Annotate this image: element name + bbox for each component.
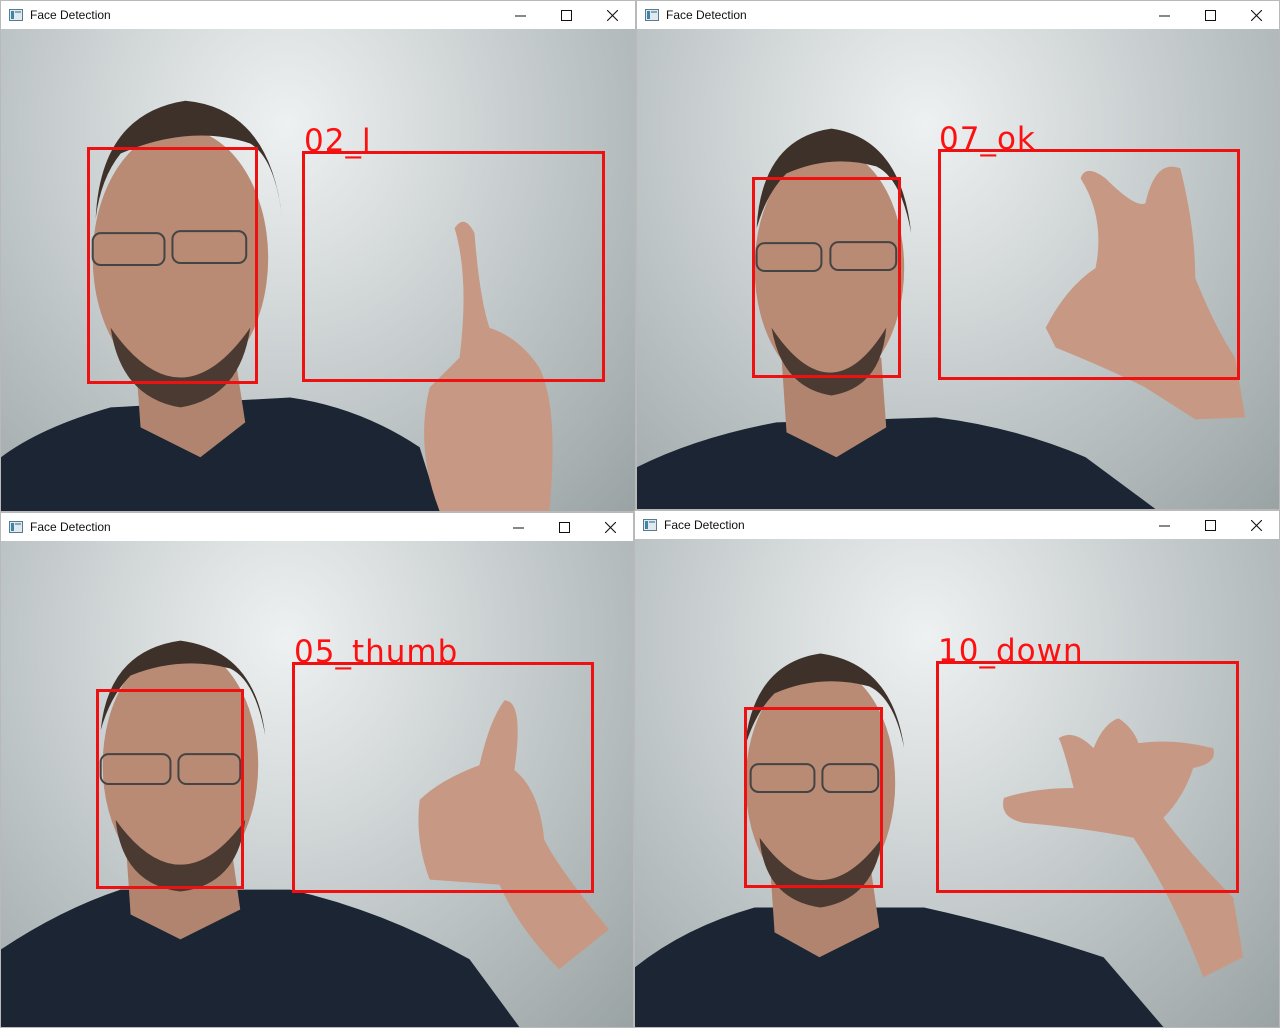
window-title: Face Detection	[30, 520, 111, 534]
maximize-icon	[1204, 9, 1216, 21]
hand-detection-box	[292, 662, 594, 893]
title-bar[interactable]: Face Detection	[637, 1, 1279, 29]
minimize-icon	[1158, 525, 1170, 526]
webcam-frame	[635, 653, 1244, 1027]
minimize-button[interactable]	[495, 513, 541, 541]
minimize-icon	[514, 15, 526, 16]
camera-view: 02_l	[1, 29, 635, 511]
window-title: Face Detection	[666, 8, 747, 22]
app-window-icon	[9, 9, 23, 21]
gesture-label: 07_ok	[939, 121, 1036, 157]
close-icon	[1250, 519, 1262, 531]
webcam-frame	[637, 128, 1246, 509]
maximize-button[interactable]	[541, 513, 587, 541]
app-window-icon	[9, 521, 23, 533]
maximize-icon	[560, 9, 572, 21]
window-title: Face Detection	[30, 8, 111, 22]
close-button[interactable]	[1233, 1, 1279, 29]
window-title: Face Detection	[664, 518, 745, 532]
minimize-button[interactable]	[1141, 1, 1187, 29]
close-button[interactable]	[587, 513, 633, 541]
app-window-icon	[645, 9, 659, 21]
close-button[interactable]	[1233, 511, 1279, 539]
minimize-button[interactable]	[497, 1, 543, 29]
webcam-frame	[1, 640, 610, 1027]
maximize-button[interactable]	[1187, 1, 1233, 29]
gesture-label: 02_l	[304, 123, 372, 159]
face-detection-box	[744, 707, 883, 888]
face-detection-box	[752, 177, 901, 378]
close-icon	[604, 521, 616, 533]
camera-view: 07_ok	[637, 29, 1279, 509]
close-icon	[1250, 9, 1262, 21]
window-3: Face Detection 05_thumb	[0, 512, 634, 1028]
gesture-label: 05_thumb	[294, 634, 459, 670]
hand-detection-box	[938, 149, 1240, 380]
maximize-icon	[1204, 519, 1216, 531]
maximize-button[interactable]	[1187, 511, 1233, 539]
window-4: Face Detection 10_down	[634, 510, 1280, 1028]
title-bar[interactable]: Face Detection	[1, 1, 635, 29]
face-detection-box	[87, 147, 258, 384]
title-bar[interactable]: Face Detection	[1, 513, 633, 541]
minimize-icon	[1158, 15, 1170, 16]
close-icon	[606, 9, 618, 21]
camera-view: 05_thumb	[1, 541, 633, 1027]
gesture-label: 10_down	[938, 633, 1084, 669]
window-2: Face Detection 07_ok	[636, 0, 1280, 510]
title-bar[interactable]: Face Detection	[635, 511, 1279, 539]
app-window-icon	[643, 519, 657, 531]
close-button[interactable]	[589, 1, 635, 29]
camera-view: 10_down	[635, 539, 1279, 1027]
hand-detection-box	[302, 151, 605, 382]
maximize-icon	[558, 521, 570, 533]
window-1: Face Detection 02_l	[0, 0, 636, 512]
face-detection-box	[96, 689, 244, 889]
maximize-button[interactable]	[543, 1, 589, 29]
hand-detection-box	[936, 661, 1239, 893]
minimize-button[interactable]	[1141, 511, 1187, 539]
minimize-icon	[512, 527, 524, 528]
